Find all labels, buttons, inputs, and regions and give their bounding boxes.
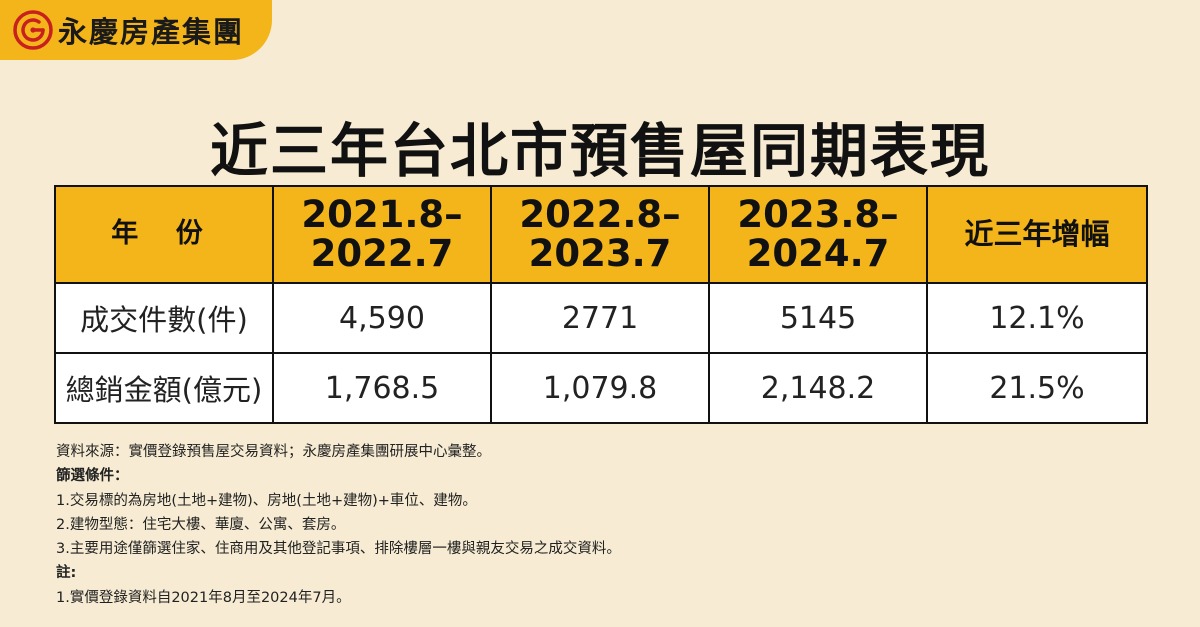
source-note: 資料來源：實價登錄預售屋交易資料；永慶房產集團研展中心彙整。 xyxy=(56,444,491,460)
table-cell-increase: 21.5% xyxy=(926,352,1148,424)
table-row: 總銷金額(億元) 1,768.5 1,079.8 2,148.2 21.5% xyxy=(54,352,1148,424)
table-header-row: 年 份 2021.8– 2022.7 2022.8– 2023.7 2023.8… xyxy=(54,185,1148,284)
note-heading: 註: xyxy=(56,565,77,582)
spiral-g-icon xyxy=(13,10,53,50)
table-cell: 4,590 xyxy=(272,282,492,354)
table-cell: 2,148.2 xyxy=(708,352,928,424)
table-cell: 1,079.8 xyxy=(490,352,710,424)
page-title: 近三年台北市預售屋同期表現 xyxy=(209,117,990,185)
filter-item: 2.建物型態：住宅大樓、華廈、公寓、套房。 xyxy=(56,516,346,533)
header-period-2-line1: 2022.8– xyxy=(519,192,681,236)
header-period-1-line1: 2021.8– xyxy=(301,192,463,236)
header-period-2-line2: 2023.7 xyxy=(528,231,672,275)
table-cell: 5145 xyxy=(708,282,928,354)
brand-name: 永慶房產集團 xyxy=(58,15,245,49)
header-period-3-line1: 2023.8– xyxy=(737,192,899,236)
table-row: 成交件數(件) 4,590 2771 5145 12.1% xyxy=(54,282,1148,354)
row-label-total-sales: 總銷金額(億元) xyxy=(54,352,274,424)
comparison-table: 年 份 2021.8– 2022.7 2022.8– 2023.7 2023.8… xyxy=(54,185,1148,424)
header-increase: 近三年增幅 xyxy=(926,185,1148,284)
brand-logo-banner: 永慶房產集團 xyxy=(0,0,272,60)
header-period-3: 2023.8– 2024.7 xyxy=(708,185,928,284)
header-period-3-line2: 2024.7 xyxy=(746,231,890,275)
table-cell-increase: 12.1% xyxy=(926,282,1148,354)
header-period-2: 2022.8– 2023.7 xyxy=(490,185,710,284)
filter-item: 3.主要用途僅篩選住家、住商用及其他登記事項、排除樓層一樓與親友交易之成交資料。 xyxy=(56,541,621,558)
filter-heading: 篩選條件： xyxy=(56,468,129,485)
header-year: 年 份 xyxy=(54,185,274,284)
note-item: 1.實價登錄資料自2021年8月至2024年7月。 xyxy=(56,589,351,606)
filter-item: 1.交易標的為房地(土地+建物)、房地(土地+建物)+車位、建物。 xyxy=(56,492,477,509)
header-period-1: 2021.8– 2022.7 xyxy=(272,185,492,284)
table-cell: 1,768.5 xyxy=(272,352,492,424)
footnotes: 資料來源：實價登錄預售屋交易資料；永慶房產集團研展中心彙整。 篩選條件： 1.交… xyxy=(56,440,1156,610)
header-period-1-line2: 2022.7 xyxy=(310,231,454,275)
row-label-transactions: 成交件數(件) xyxy=(54,282,274,354)
table-cell: 2771 xyxy=(490,282,710,354)
